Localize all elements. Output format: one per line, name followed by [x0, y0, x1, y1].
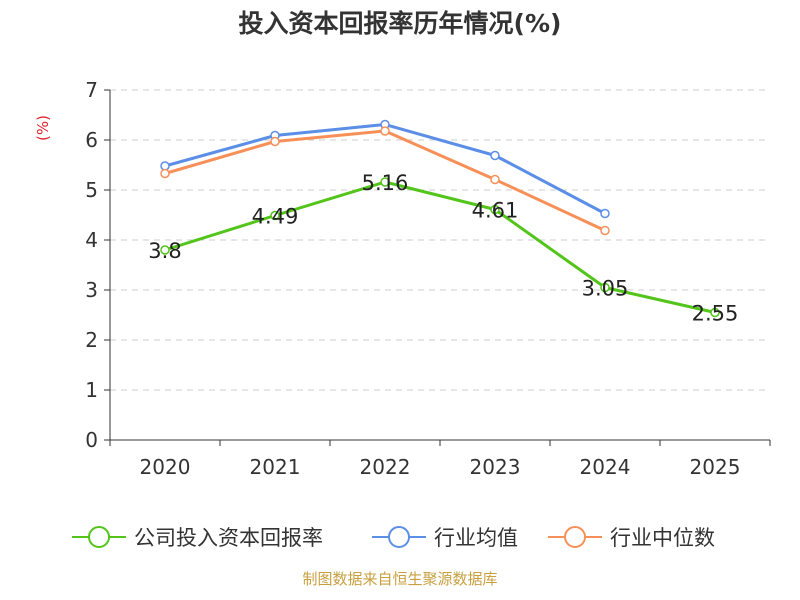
- legend-item-2[interactable]: 行业中位数: [548, 526, 715, 550]
- y-tick-label: 1: [85, 378, 98, 402]
- data-labels: 3.8 4.49 5.16 4.61 3.05 2.55: [148, 171, 738, 326]
- legend-marker: [388, 526, 410, 548]
- data-point: [270, 136, 280, 147]
- data-point: [490, 204, 500, 215]
- data-label: 2.55: [692, 302, 739, 326]
- data-source-note: 制图数据来自恒生聚源数据库: [302, 570, 497, 588]
- x-tick-label: 2025: [690, 455, 741, 479]
- data-point: [710, 307, 720, 318]
- y-tick-label: 4: [85, 228, 98, 252]
- y-tick-label: 0: [85, 428, 98, 452]
- legend-label: 行业均值: [434, 526, 518, 550]
- data-point: [600, 282, 610, 293]
- data-label: 5.16: [362, 171, 409, 195]
- x-tick-label: 2021: [250, 455, 301, 479]
- data-point: [160, 245, 170, 255]
- data-point: [270, 210, 280, 221]
- data-point: [490, 150, 500, 161]
- series: [160, 119, 720, 318]
- data-label: 4.61: [472, 199, 519, 223]
- y-tick-label: 2: [85, 328, 98, 352]
- data-point: [490, 174, 500, 185]
- legend-label: 公司投入资本回报率: [134, 526, 323, 550]
- grid: [110, 89, 770, 391]
- x-tick-label: 2024: [580, 455, 631, 479]
- data-label: 3.05: [582, 277, 629, 301]
- data-point: [600, 225, 610, 236]
- data-label: 3.8: [148, 239, 181, 263]
- legend-item-1[interactable]: 行业均值: [372, 526, 518, 550]
- data-point: [600, 208, 610, 219]
- x-tick-label: 2023: [470, 455, 521, 479]
- legend-marker: [564, 526, 586, 548]
- x-tick-label: 2022: [360, 455, 411, 479]
- series-line-0: [164, 180, 716, 314]
- y-tick-label: 6: [85, 128, 98, 152]
- data-point: [380, 177, 390, 187]
- data-label: 4.49: [252, 205, 299, 229]
- legend-item-0[interactable]: 公司投入资本回报率: [72, 526, 323, 550]
- y-tick-label: 7: [85, 78, 98, 102]
- y-tick-label: 5: [85, 178, 98, 202]
- legend-marker: [88, 526, 110, 548]
- data-point: [160, 168, 170, 179]
- legend[interactable]: 公司投入资本回报率 行业均值 行业中位数: [72, 526, 715, 550]
- axes: 0 1 2 3 4 5 6 7 2020 2021 2022 2023 2024 2025: [85, 78, 771, 479]
- legend-label: 行业中位数: [610, 526, 715, 550]
- chart-title: 投入资本回报率历年情况(%): [239, 9, 562, 38]
- y-tick-label: 3: [85, 278, 98, 302]
- data-point: [380, 126, 390, 136]
- x-tick-label: 2020: [140, 455, 191, 479]
- y-axis-label: (%): [34, 115, 52, 141]
